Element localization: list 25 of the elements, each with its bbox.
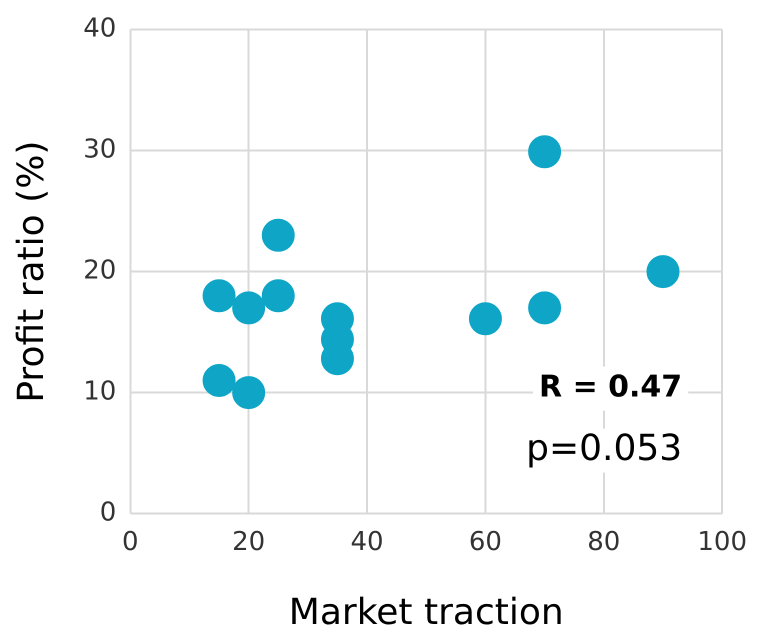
point [262, 218, 295, 252]
x-tick-label: 100 [697, 526, 748, 557]
y-tick-label: 30 [83, 134, 116, 164]
y-axis-title: Profit ratio (%) [10, 140, 52, 403]
point [232, 376, 266, 410]
point [646, 255, 680, 288]
point [468, 302, 502, 336]
x-tick-label: 40 [350, 526, 384, 557]
y-tick-label: 0 [100, 497, 116, 528]
x-tick-label: 0 [122, 526, 139, 557]
y-tick-label: 20 [83, 255, 116, 286]
point [528, 291, 562, 324]
y-tick-label: 10 [83, 376, 116, 406]
point [232, 291, 266, 324]
point [528, 135, 562, 168]
x-axis-title: Market traction [288, 592, 564, 633]
point [202, 279, 236, 312]
point [262, 279, 295, 312]
x-tick-label: 80 [587, 526, 620, 557]
annotation: p=0.053 [526, 428, 682, 469]
x-tick-label: 20 [232, 526, 266, 557]
x-tick-label: 60 [468, 526, 502, 557]
point [202, 364, 236, 397]
y-tick-label: 40 [83, 13, 116, 44]
annotation: R = 0.47 [539, 369, 682, 404]
